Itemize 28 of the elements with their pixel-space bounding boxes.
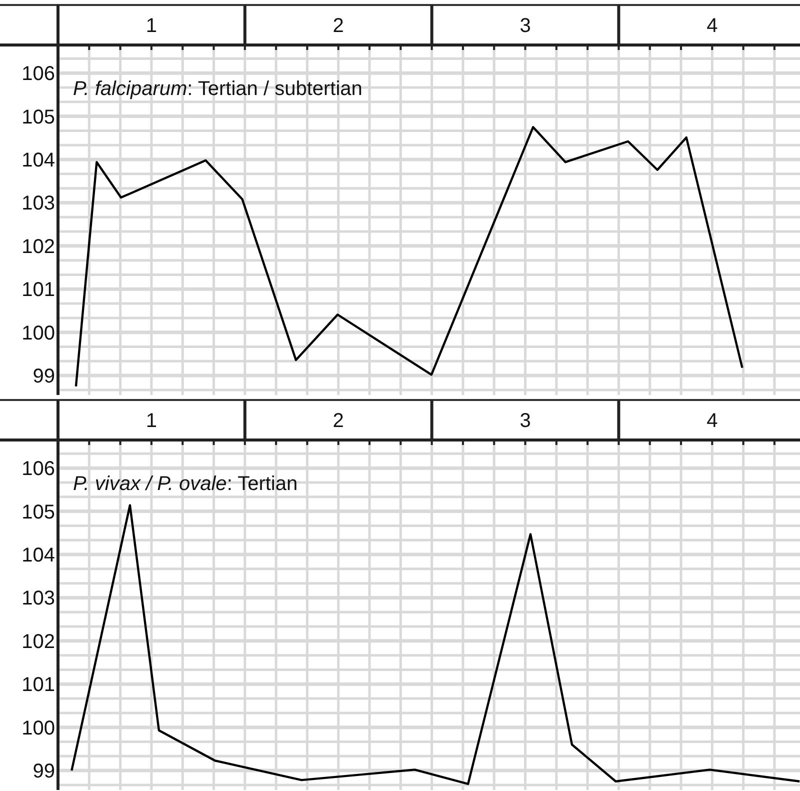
y-tick-label: 101 xyxy=(22,674,55,696)
y-tick-label: 105 xyxy=(22,106,55,128)
y-tick-label: 99 xyxy=(32,760,55,783)
x-tick-label: 1 xyxy=(146,410,158,432)
y-tick-label: 102 xyxy=(22,630,55,653)
x-tick-label: 4 xyxy=(706,15,718,37)
y-tick-label: 104 xyxy=(22,150,55,172)
line-series xyxy=(70,504,800,786)
x-tick-label: 4 xyxy=(706,410,718,432)
y-tick-label: 99 xyxy=(32,366,55,388)
y-tick-label: 101 xyxy=(22,279,55,302)
y-tick-label: 103 xyxy=(22,192,55,215)
line-series xyxy=(74,126,744,388)
y-tick-label: 105 xyxy=(22,501,55,524)
text: P. falciparum: Tertian / subtertian xyxy=(73,78,362,100)
y-tick-label: 102 xyxy=(22,236,55,258)
text: P. vivax / P. ovale: Tertian xyxy=(73,473,298,495)
x-tick-label: 3 xyxy=(520,15,531,37)
y-tick-label: 106 xyxy=(22,458,55,480)
y-tick-label: 100 xyxy=(22,717,55,740)
x-tick-label: 2 xyxy=(332,410,344,432)
x-tick-label: 3 xyxy=(520,410,531,432)
y-tick-label: 100 xyxy=(22,322,55,344)
x-tick-label: 2 xyxy=(332,15,344,37)
y-tick-label: 103 xyxy=(22,588,55,610)
x-tick-label: 1 xyxy=(146,15,158,37)
y-tick-label: 104 xyxy=(22,544,55,567)
y-tick-label: 106 xyxy=(22,63,55,86)
